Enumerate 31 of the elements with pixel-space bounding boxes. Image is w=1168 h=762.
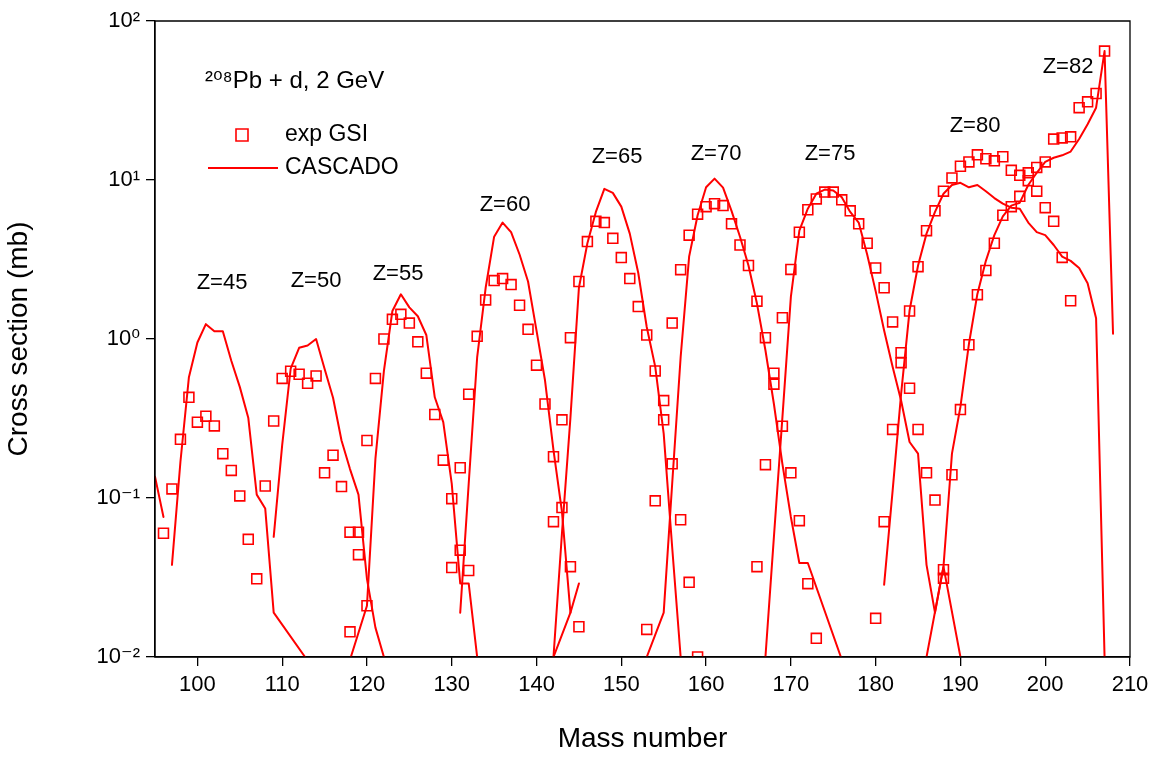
legend-label: exp GSI [285, 120, 369, 147]
annotation: Z=75 [804, 140, 856, 166]
x-tick-label: 210 [1111, 671, 1149, 697]
legend-label: CASCADO [285, 153, 399, 180]
annotation: ²⁰⁸Pb + d, 2 GeV [205, 65, 385, 93]
y-axis-title: Cross section (mb) [1, 221, 33, 457]
annotation: Z=50 [290, 267, 342, 293]
y-tick-label: 10¹ [108, 166, 140, 192]
x-tick-label: 120 [348, 671, 386, 697]
x-tick-label: 100 [179, 671, 216, 697]
annotation: Z=45 [196, 269, 248, 295]
x-tick-label: 200 [1026, 671, 1064, 697]
x-tick-label: 110 [264, 671, 300, 697]
y-tick-label: 10⁻² [96, 643, 140, 669]
x-tick-label: 190 [942, 671, 979, 697]
x-tick-label: 170 [772, 671, 810, 697]
annotation: Z=70 [690, 140, 742, 166]
annotation: Z=55 [372, 260, 424, 286]
x-axis-title: Mass number [557, 721, 728, 753]
annotation: Z=82 [1042, 53, 1094, 79]
annotation: Z=65 [591, 143, 643, 169]
annotation: Z=60 [479, 191, 531, 217]
y-tick-label: 10⁰ [106, 325, 141, 351]
x-tick-label: 140 [518, 671, 555, 697]
x-tick-label: 130 [433, 671, 471, 697]
y-tick-label: 10² [108, 7, 140, 33]
annotation: Z=80 [949, 112, 1001, 138]
x-tick-label: 180 [857, 671, 895, 697]
x-tick-label: 150 [602, 671, 640, 697]
y-tick-label: 10⁻¹ [96, 484, 140, 510]
x-tick-label: 160 [687, 671, 725, 697]
